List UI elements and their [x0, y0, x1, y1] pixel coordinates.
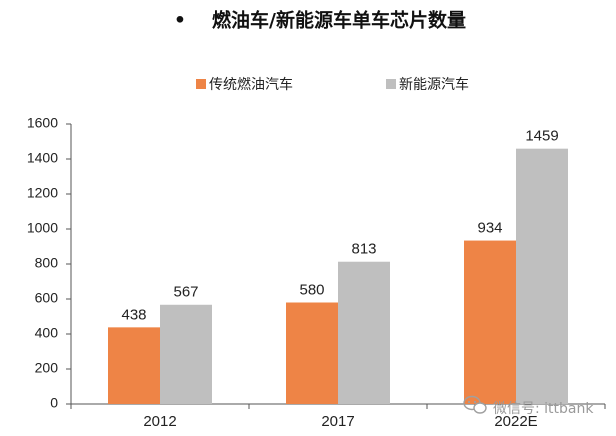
bars [108, 148, 568, 404]
data-label: 567 [173, 284, 198, 301]
y-tick-label: 1200 [27, 185, 58, 201]
bar [516, 148, 568, 404]
chart-title: 燃油车/新能源车单车芯片数量 [212, 9, 466, 32]
value-labels: 438 567 580 813 934 1459 [121, 128, 558, 324]
bar [108, 327, 160, 404]
y-tick-label: 400 [35, 325, 59, 341]
legend-swatch-ev [386, 79, 396, 89]
bar [286, 302, 338, 404]
x-tick-label: 2017 [321, 413, 354, 430]
y-tick-label: 0 [50, 395, 58, 411]
y-tick-label: 1000 [27, 220, 58, 236]
data-label: 1459 [525, 128, 558, 145]
chart-title-group: • 燃油车/新能源车单车芯片数量 [174, 9, 466, 32]
y-ticks: 0 200 400 600 800 1000 1200 1400 1600 [27, 115, 71, 411]
y-tick-label: 600 [35, 290, 59, 306]
x-ticks: 2012 2017 2022E [70, 404, 606, 430]
bar [338, 261, 390, 404]
data-label: 438 [121, 306, 146, 323]
watermark: 微信号: ittbank [463, 395, 594, 417]
legend-label-fuel: 传统燃油汽车 [209, 76, 293, 93]
y-tick-label: 1400 [27, 150, 58, 166]
x-tick-label: 2022E [494, 413, 537, 430]
data-label: 934 [477, 220, 502, 237]
watermark-text: 微信号: ittbank [493, 401, 594, 417]
wechat-icon [463, 395, 487, 414]
title-bullet: • [174, 10, 186, 32]
legend-label-ev: 新能源汽车 [399, 76, 469, 93]
bar [464, 240, 516, 404]
data-label: 813 [351, 241, 376, 258]
bar [160, 304, 212, 404]
data-label: 580 [299, 281, 324, 298]
y-tick-label: 800 [35, 255, 59, 271]
legend-swatch-fuel [196, 79, 206, 89]
y-tick-label: 200 [35, 360, 59, 376]
x-tick-label: 2012 [143, 413, 176, 430]
y-tick-label: 1600 [27, 115, 58, 131]
legend: 传统燃油汽车 新能源汽车 [196, 76, 469, 93]
